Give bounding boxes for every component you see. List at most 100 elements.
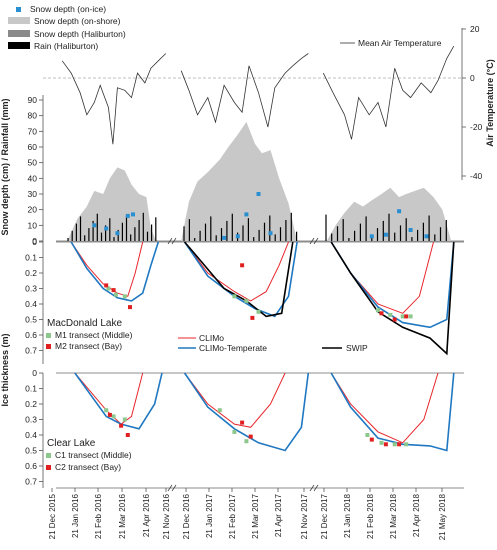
axis-break-a-3 <box>309 484 315 492</box>
legend-onice-label: Snow depth (on-ice) <box>30 4 106 14</box>
ice-tick-label-0-1: 0.1 <box>25 253 37 263</box>
ice-line-3-1 <box>74 372 163 430</box>
ice-tick-label-1-5: 0.5 <box>25 446 37 456</box>
transect-point-3-0-2 <box>122 417 127 422</box>
transect-point-0-0-2 <box>122 294 127 299</box>
air-temp-line-0 <box>61 53 167 145</box>
snow-onice-point-0-4 <box>131 212 135 217</box>
x-tick-label-0: 21 Dec 2015 <box>48 493 57 539</box>
m2-label: M2 transect (Bay) <box>55 341 122 351</box>
legend-swip-label: SWIP <box>346 343 368 353</box>
ice-line-4-1 <box>183 372 310 452</box>
ice-tick-label-0-5: 0.5 <box>25 315 37 325</box>
legend-top: Snow depth (on-ice) Snow depth (on-shore… <box>8 4 126 51</box>
ice-tick-label-0-0: 0 <box>32 237 37 247</box>
ice-tick-label-1-1: 0.1 <box>25 384 37 394</box>
ice-tick-label-1-4: 0.4 <box>25 430 37 440</box>
c1-swatch <box>46 453 51 458</box>
transect-point-1-0-2 <box>256 309 261 314</box>
transect-point-0-0-0 <box>106 286 111 291</box>
legend-rain-swatch <box>8 42 30 49</box>
macdonald-legend: MacDonald Lake M1 transect (Middle) M2 t… <box>46 318 133 351</box>
snow-onice-point-2-3 <box>408 228 413 232</box>
ice-line-2-1 <box>330 241 455 329</box>
x-tick-label-14: 21 Feb 2018 <box>366 493 375 538</box>
x-tick-label-5: 21 Nov 2016 <box>162 493 171 539</box>
legend-onice-swatch <box>16 7 21 12</box>
snow-onice-point-0-0 <box>92 223 97 228</box>
transect-point-3-1-1 <box>119 423 124 428</box>
temp-tick-label-0: 20 <box>470 24 480 34</box>
transect-point-1-1-1 <box>250 315 255 320</box>
snow-axis: 90 80 70 60 50 40 30 20 10 0 Snow depth (cm) / Ra… <box>0 95 44 246</box>
transect-point-5-0-0 <box>365 433 370 437</box>
ice-line-5-1 <box>330 372 455 452</box>
temp-tick-label-1: 0 <box>470 73 475 83</box>
temperature-axis-label: Air Temperature (°C) <box>485 59 495 146</box>
air-temp-line-2 <box>322 45 455 140</box>
x-tick-label-3: 21 Mar 2016 <box>118 493 127 538</box>
temperature-ticks: 20 0 -20 -40 <box>462 24 483 181</box>
transect-point-2-1-1 <box>392 317 397 322</box>
snow-tick-label-3: 60 <box>28 142 38 152</box>
transect-point-0-1-2 <box>128 305 132 310</box>
axis-break-a-1 <box>309 237 315 245</box>
x-tick-label-1: 21 Jan 2016 <box>71 493 80 538</box>
ice-tick-label-0-4: 0.4 <box>25 299 37 309</box>
axis-break-b-1 <box>313 237 319 245</box>
x-tick-label-4: 21 Apr 2016 <box>142 493 151 537</box>
snow-ticks: 90 80 70 60 50 40 30 20 10 0 <box>28 95 43 246</box>
axis-break-b-2 <box>171 484 177 492</box>
snow-onice-point-2-4 <box>424 234 429 239</box>
x-tick-label-11: 21 Nov 2017 <box>300 493 309 539</box>
snow-tick-label-2: 70 <box>28 126 38 136</box>
transect-point-3-1-2 <box>125 433 130 437</box>
x-tick-label-16: 21 Apr 2018 <box>412 493 421 537</box>
transect-point-0-0-1 <box>113 292 118 297</box>
transect-point-5-0-1 <box>379 440 384 445</box>
axis-break-b-3 <box>313 484 319 492</box>
transect-point-4-1-0 <box>240 420 245 425</box>
ice-tick-label-1-6: 0.6 <box>25 461 37 471</box>
ice-line-1-2 <box>183 241 294 318</box>
snow-tick-label-5: 40 <box>28 173 38 183</box>
snow-onice-point-1-4 <box>268 231 273 236</box>
ice-axis: 0 0.1 0.2 0.3 0.4 0.5 0.6 0.7 0 0.1 0.2 0.3 0.4 0.5 0.… <box>0 237 44 488</box>
temperature-axis: 20 0 -20 -40 Air Temperature (°C) <box>461 24 495 181</box>
transect-point-4-0-1 <box>232 429 237 434</box>
transect-point-3-0-1 <box>111 414 116 419</box>
ice-tick-label-0-2: 0.2 <box>25 268 37 278</box>
snow-axis-label: Snow depth (cm) / Rainfall (mm) <box>0 98 10 235</box>
c2-label: C2 transect (Bay) <box>55 462 121 472</box>
transect-point-4-1-1 <box>248 434 253 439</box>
snow-onice-point-1-2 <box>244 212 249 217</box>
ice-line-5-0 <box>330 372 439 444</box>
temp-tick-label-3: -40 <box>470 171 483 181</box>
x-tick-label-7: 21 Jan 2017 <box>205 493 214 538</box>
ice-tick-label-0-7: 0.7 <box>25 346 37 356</box>
x-tick-label-8: 21 Feb 2017 <box>228 493 237 538</box>
transect-point-2-0-3 <box>408 314 413 319</box>
x-tick-label-10: 21 Apr 2017 <box>274 493 283 537</box>
ice-axis-label: Ice thickness (m) <box>0 333 10 406</box>
snow-onice-point-0-3 <box>125 213 130 218</box>
transect-point-5-0-2 <box>392 442 397 447</box>
temp-tick-label-2: -20 <box>470 122 483 132</box>
snow-onice-point-0-1 <box>104 226 109 231</box>
legend-onshore-swatch <box>8 17 30 24</box>
snow-tick-label-9: 0 <box>32 236 37 246</box>
ice-tick-label-1-2: 0.2 <box>25 399 37 409</box>
x-axis-ticks: 21 Dec 2015 21 Jan 2016 21 Feb 2016 21 Mar … <box>48 488 447 540</box>
transect-point-5-0-3 <box>404 442 409 447</box>
x-tick-label-9: 21 Mar 2017 <box>251 493 260 538</box>
macdonald-lake-title: MacDonald Lake <box>47 318 122 329</box>
ice-line-2-2 <box>330 241 455 356</box>
x-tick-label-13: 21 Jan 2018 <box>343 493 352 538</box>
transect-point-4-0-2 <box>244 439 249 444</box>
snow-tick-label-0: 90 <box>28 95 38 105</box>
legend-air-temperature: Mean Air Temperature <box>340 38 442 48</box>
snow-tick-label-1: 80 <box>28 111 38 121</box>
legend-haliburton-swatch <box>8 30 30 37</box>
m1-swatch <box>46 333 51 338</box>
ice-tick-label-1-7: 0.7 <box>25 477 37 487</box>
